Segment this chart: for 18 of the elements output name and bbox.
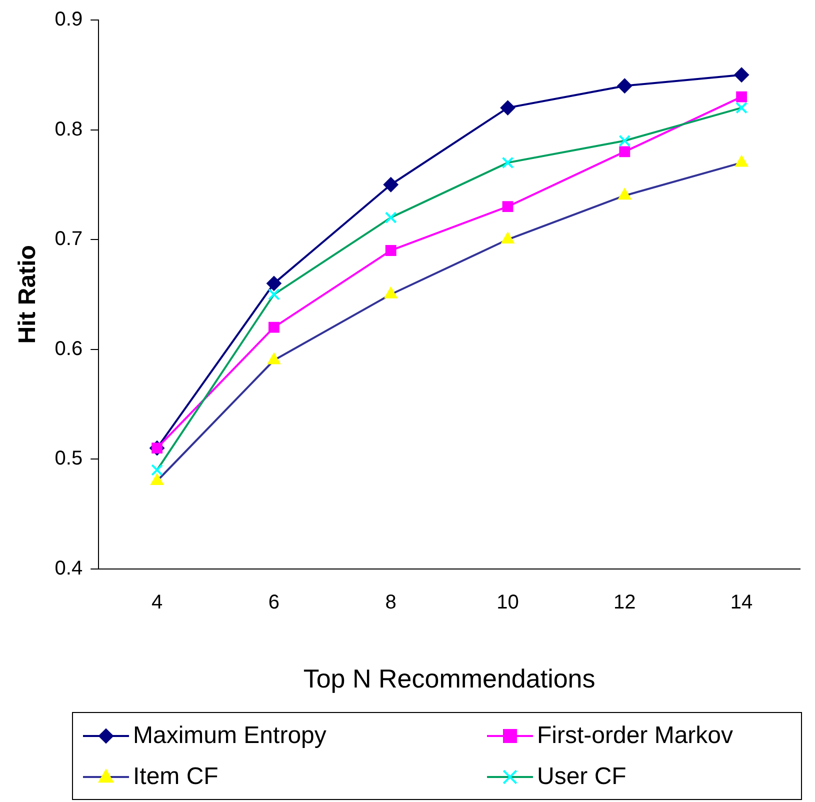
- legend-label: Item CF: [133, 762, 218, 790]
- y-tick-label: 0.7: [54, 228, 83, 250]
- y-tick-label: 0.9: [54, 8, 83, 31]
- legend-label: First-order Markov: [537, 722, 734, 750]
- y-axis-title: Hit Ratio: [14, 245, 42, 344]
- x-tick-label: 12: [614, 591, 636, 614]
- x-tick-label: 6: [268, 591, 280, 614]
- legend-label: Maximum Entropy: [133, 722, 326, 750]
- x-tick-label: 4: [151, 591, 163, 614]
- y-tick-label: 0.6: [54, 338, 83, 360]
- x-axis-title: Top N Recommendations: [303, 664, 596, 694]
- x-tick-label: 10: [496, 591, 519, 614]
- x-tick-label: 8: [385, 591, 396, 614]
- y-tick-label: 0.8: [54, 118, 83, 140]
- x-tick-label: 14: [730, 591, 753, 614]
- legend-label: User CF: [537, 762, 626, 790]
- y-tick-label: 0.4: [54, 557, 83, 580]
- y-tick-label: 0.5: [54, 448, 83, 470]
